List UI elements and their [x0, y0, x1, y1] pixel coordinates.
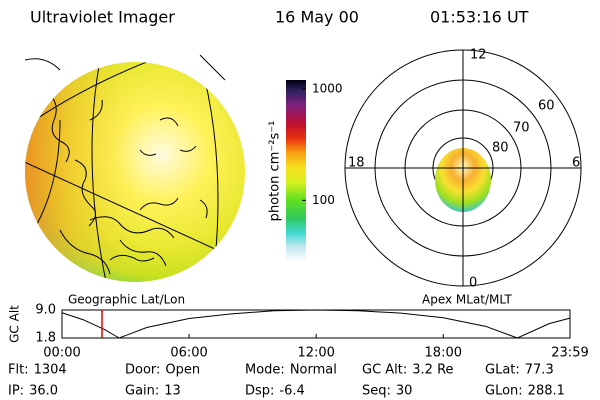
colorbar-tick-label: 1000	[312, 81, 343, 95]
polar-grid	[344, 49, 582, 287]
date: 16 May 00	[275, 8, 359, 27]
mlat-label: 60	[538, 99, 555, 114]
y-tick-label: 1.8	[35, 331, 56, 346]
mlt-label: 12	[470, 48, 487, 63]
polar-panel-label: Apex MLat/MLT	[422, 293, 512, 307]
info-value: -6.4	[279, 384, 304, 399]
y-tick-label: 9.0	[35, 303, 56, 318]
info-value: 3.2 Re	[412, 363, 453, 378]
mlt-label: 6	[572, 156, 580, 171]
info-value: 30	[396, 384, 413, 399]
info-label: IP:	[8, 384, 24, 399]
info-value: Normal	[290, 363, 337, 378]
info-value: 36.0	[29, 384, 58, 399]
colorbar-tick-label: 100	[312, 193, 335, 207]
info-label: GC Alt:	[362, 363, 407, 378]
info-value: 77.3	[525, 363, 554, 378]
mlat-label: 80	[492, 141, 509, 156]
info-label: Dsp:	[245, 384, 274, 399]
info-label: Flt:	[8, 363, 29, 378]
orbit-frame	[61, 309, 571, 339]
x-tick-label: 18:00	[425, 346, 462, 361]
mlt-label: 18	[348, 156, 365, 171]
title: Ultraviolet Imager	[30, 8, 175, 27]
info-label: Gain:	[125, 384, 159, 399]
orbit-ylabel: GC Alt	[8, 305, 22, 343]
colorbar	[286, 80, 306, 262]
info-label: Mode:	[245, 363, 285, 378]
info-label: Seq:	[362, 384, 391, 399]
x-tick-label: 23:59	[551, 346, 588, 361]
info-value: 13	[164, 384, 181, 399]
info-label: GLon:	[485, 384, 523, 399]
info-value: 288.1	[528, 384, 565, 399]
left-panel-label: Geographic Lat/Lon	[68, 293, 185, 307]
info-value: Open	[165, 363, 200, 378]
info-label: Door:	[125, 363, 160, 378]
x-tick-label: 12:00	[297, 346, 334, 361]
colorbar-label: photon cm⁻²s⁻¹	[268, 121, 283, 222]
info-value: 1304	[34, 363, 67, 378]
mlat-label: 70	[513, 121, 530, 136]
x-tick-label: 06:00	[170, 346, 207, 361]
earth-image	[24, 54, 245, 282]
altitude-line	[61, 309, 571, 339]
x-tick-label: 00:00	[43, 346, 80, 361]
mlt-label: 0	[469, 276, 477, 291]
info-label: GLat:	[485, 363, 520, 378]
time: 01:53:16 UT	[430, 8, 529, 27]
